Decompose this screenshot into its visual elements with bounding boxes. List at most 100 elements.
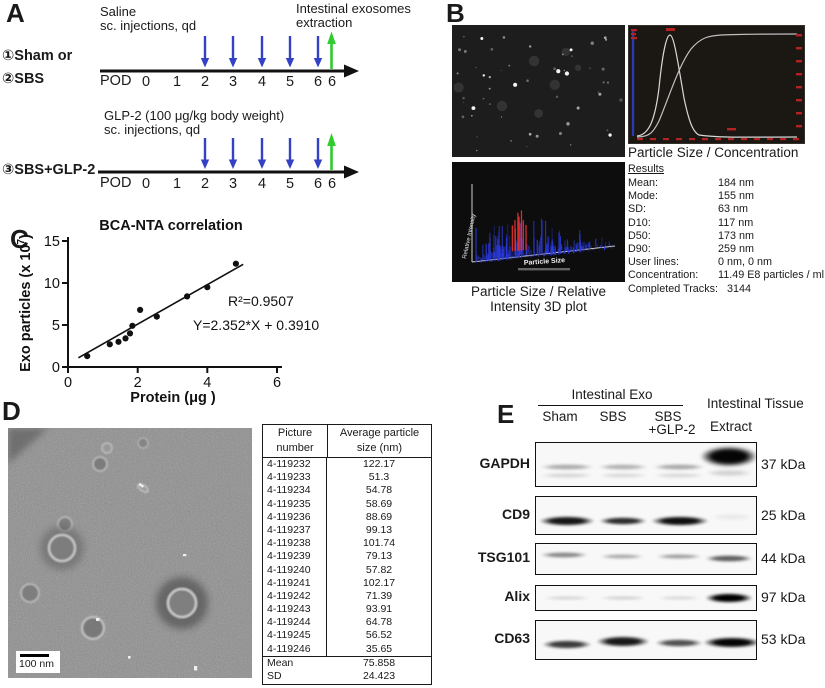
timeline-axis-top [100, 64, 359, 78]
result-value: 155 nm [718, 190, 755, 203]
blot-protein-label: TSG101 [477, 549, 530, 565]
result-key: D10: [628, 216, 651, 229]
table-footer: Mean 75.858 SD 24.423 [263, 655, 431, 684]
protein-band [539, 516, 595, 526]
axis-tick-text-red [631, 28, 802, 141]
particle-dot [576, 106, 580, 110]
3d-ylabel: Relative Intensity [462, 213, 477, 259]
table-summary-row: SD 24.423 [263, 670, 431, 684]
result-value: 117 nm [718, 216, 754, 229]
bright-particle-dot [513, 82, 518, 87]
timeline-tick: 5 [285, 74, 295, 90]
blot-protein-label: GAPDH [479, 454, 530, 471]
protein-band [599, 596, 647, 600]
group-label-sbs: ②SBS [2, 71, 45, 87]
particle-dot [490, 48, 494, 51]
particle-dot [488, 103, 491, 106]
data-point [153, 313, 160, 320]
blot-group-header: Intestinal Exo [571, 387, 653, 402]
molecular-weight-label: 37 kDa [761, 455, 806, 472]
blot-box-cd63 [535, 620, 757, 660]
svg-text:0: 0 [52, 360, 60, 376]
protein-band [540, 552, 588, 558]
picture-number-cell: 4-119234 [263, 484, 327, 498]
lane-header-sbs-glp2-line2: +GLP-2 [648, 422, 696, 437]
result-value: 3144 [727, 282, 752, 295]
picture-number-cell: 4-119233 [263, 471, 327, 485]
table-row: 4-119235 58.69 [263, 497, 431, 511]
particle-dot [589, 67, 592, 70]
svg-text:6: 6 [273, 375, 281, 391]
data-point [106, 341, 113, 348]
particle-dot [619, 98, 623, 102]
particle-size-cell: 51.3 [368, 471, 390, 484]
panel-b-label: B [446, 0, 465, 28]
table-row: 4-119236 88.69 [263, 510, 431, 524]
protein-band [543, 596, 591, 600]
blot-protein-label: CD9 [501, 505, 530, 522]
bright-particle-dot [480, 37, 484, 41]
tem-vesicles [20, 437, 208, 641]
timeline-tick: 3 [228, 74, 238, 90]
3d-plot-caption-line1: Particle Size / Relative [470, 284, 607, 299]
treatment-top-drug: Saline [100, 4, 137, 19]
particle-dot [528, 132, 532, 136]
particle-size-cell: 54.78 [365, 484, 393, 497]
picture-number-cell: 4-119242 [263, 589, 327, 604]
nta-3d-plot: Relative Intensity Particle Size [452, 162, 625, 282]
particle-dot [488, 75, 491, 79]
summary-label-cell: SD [267, 670, 282, 683]
background-haze [549, 79, 560, 90]
nta-plot-caption: Particle Size / Concentration [628, 145, 799, 160]
particle-dot [526, 146, 528, 148]
nta-plot-curves [631, 28, 802, 141]
particle-dot [476, 135, 478, 138]
protein-band [542, 639, 592, 649]
picture-number-cell: 4-119238 [263, 537, 327, 551]
particle-dot [508, 64, 511, 67]
results-rows: Mean: 184 nm Mode: 155 nm SD: 63 nm D10: 117 nm… [628, 177, 825, 296]
panel-a-timeline-graphic [98, 31, 359, 179]
particle-size-cell: 79.13 [365, 550, 393, 563]
particle-size-cell: 71.39 [365, 589, 393, 602]
nta-video-frame-image [452, 25, 625, 157]
svg-text:5: 5 [52, 318, 60, 334]
molecular-weight-label: 25 kDa [761, 506, 806, 523]
blot-box-cd9 [535, 496, 757, 535]
data-point [84, 353, 91, 360]
protein-band [598, 472, 648, 478]
data-point [122, 335, 129, 342]
axis-label-pod-bottom: POD [100, 175, 132, 191]
protein-band [705, 470, 753, 476]
particle-dot [605, 38, 608, 41]
table-header-col1: Picture number [263, 425, 328, 457]
bright-particle-dot [482, 74, 486, 77]
timeline-tick: 5 [285, 176, 295, 192]
data-point [115, 338, 122, 345]
result-row: D90: 259 nm [628, 243, 825, 256]
extraction-label-line2: extraction [296, 15, 353, 30]
result-value: 11.49 E8 particles / ml [718, 269, 825, 282]
svg-text:4: 4 [203, 375, 211, 391]
particle-size-cell: 99.13 [365, 523, 393, 536]
lane-header-sham: Sham [542, 409, 578, 424]
background-haze [528, 55, 540, 67]
result-key: SD: [628, 203, 646, 216]
data-point [137, 306, 144, 313]
particle-dot [462, 96, 465, 100]
particle-dot [570, 144, 572, 146]
blot-protein-label: CD63 [494, 630, 530, 646]
results-title: Results [628, 163, 665, 175]
table-row: 4-119243 93.91 [263, 603, 431, 617]
table-row: 4-119244 64.78 [263, 616, 431, 630]
result-key: Mode: [628, 190, 659, 203]
particle-dot [602, 81, 605, 84]
table-summary-row: Mean 75.858 [263, 657, 431, 671]
chart-axes [62, 237, 282, 373]
table-row: 4-119238 101.74 [263, 537, 431, 551]
injection-arrows-bottom [200, 138, 323, 169]
protein-band [656, 553, 702, 559]
background-haze [496, 100, 508, 112]
table-row: 4-119245 56.52 [263, 629, 431, 643]
